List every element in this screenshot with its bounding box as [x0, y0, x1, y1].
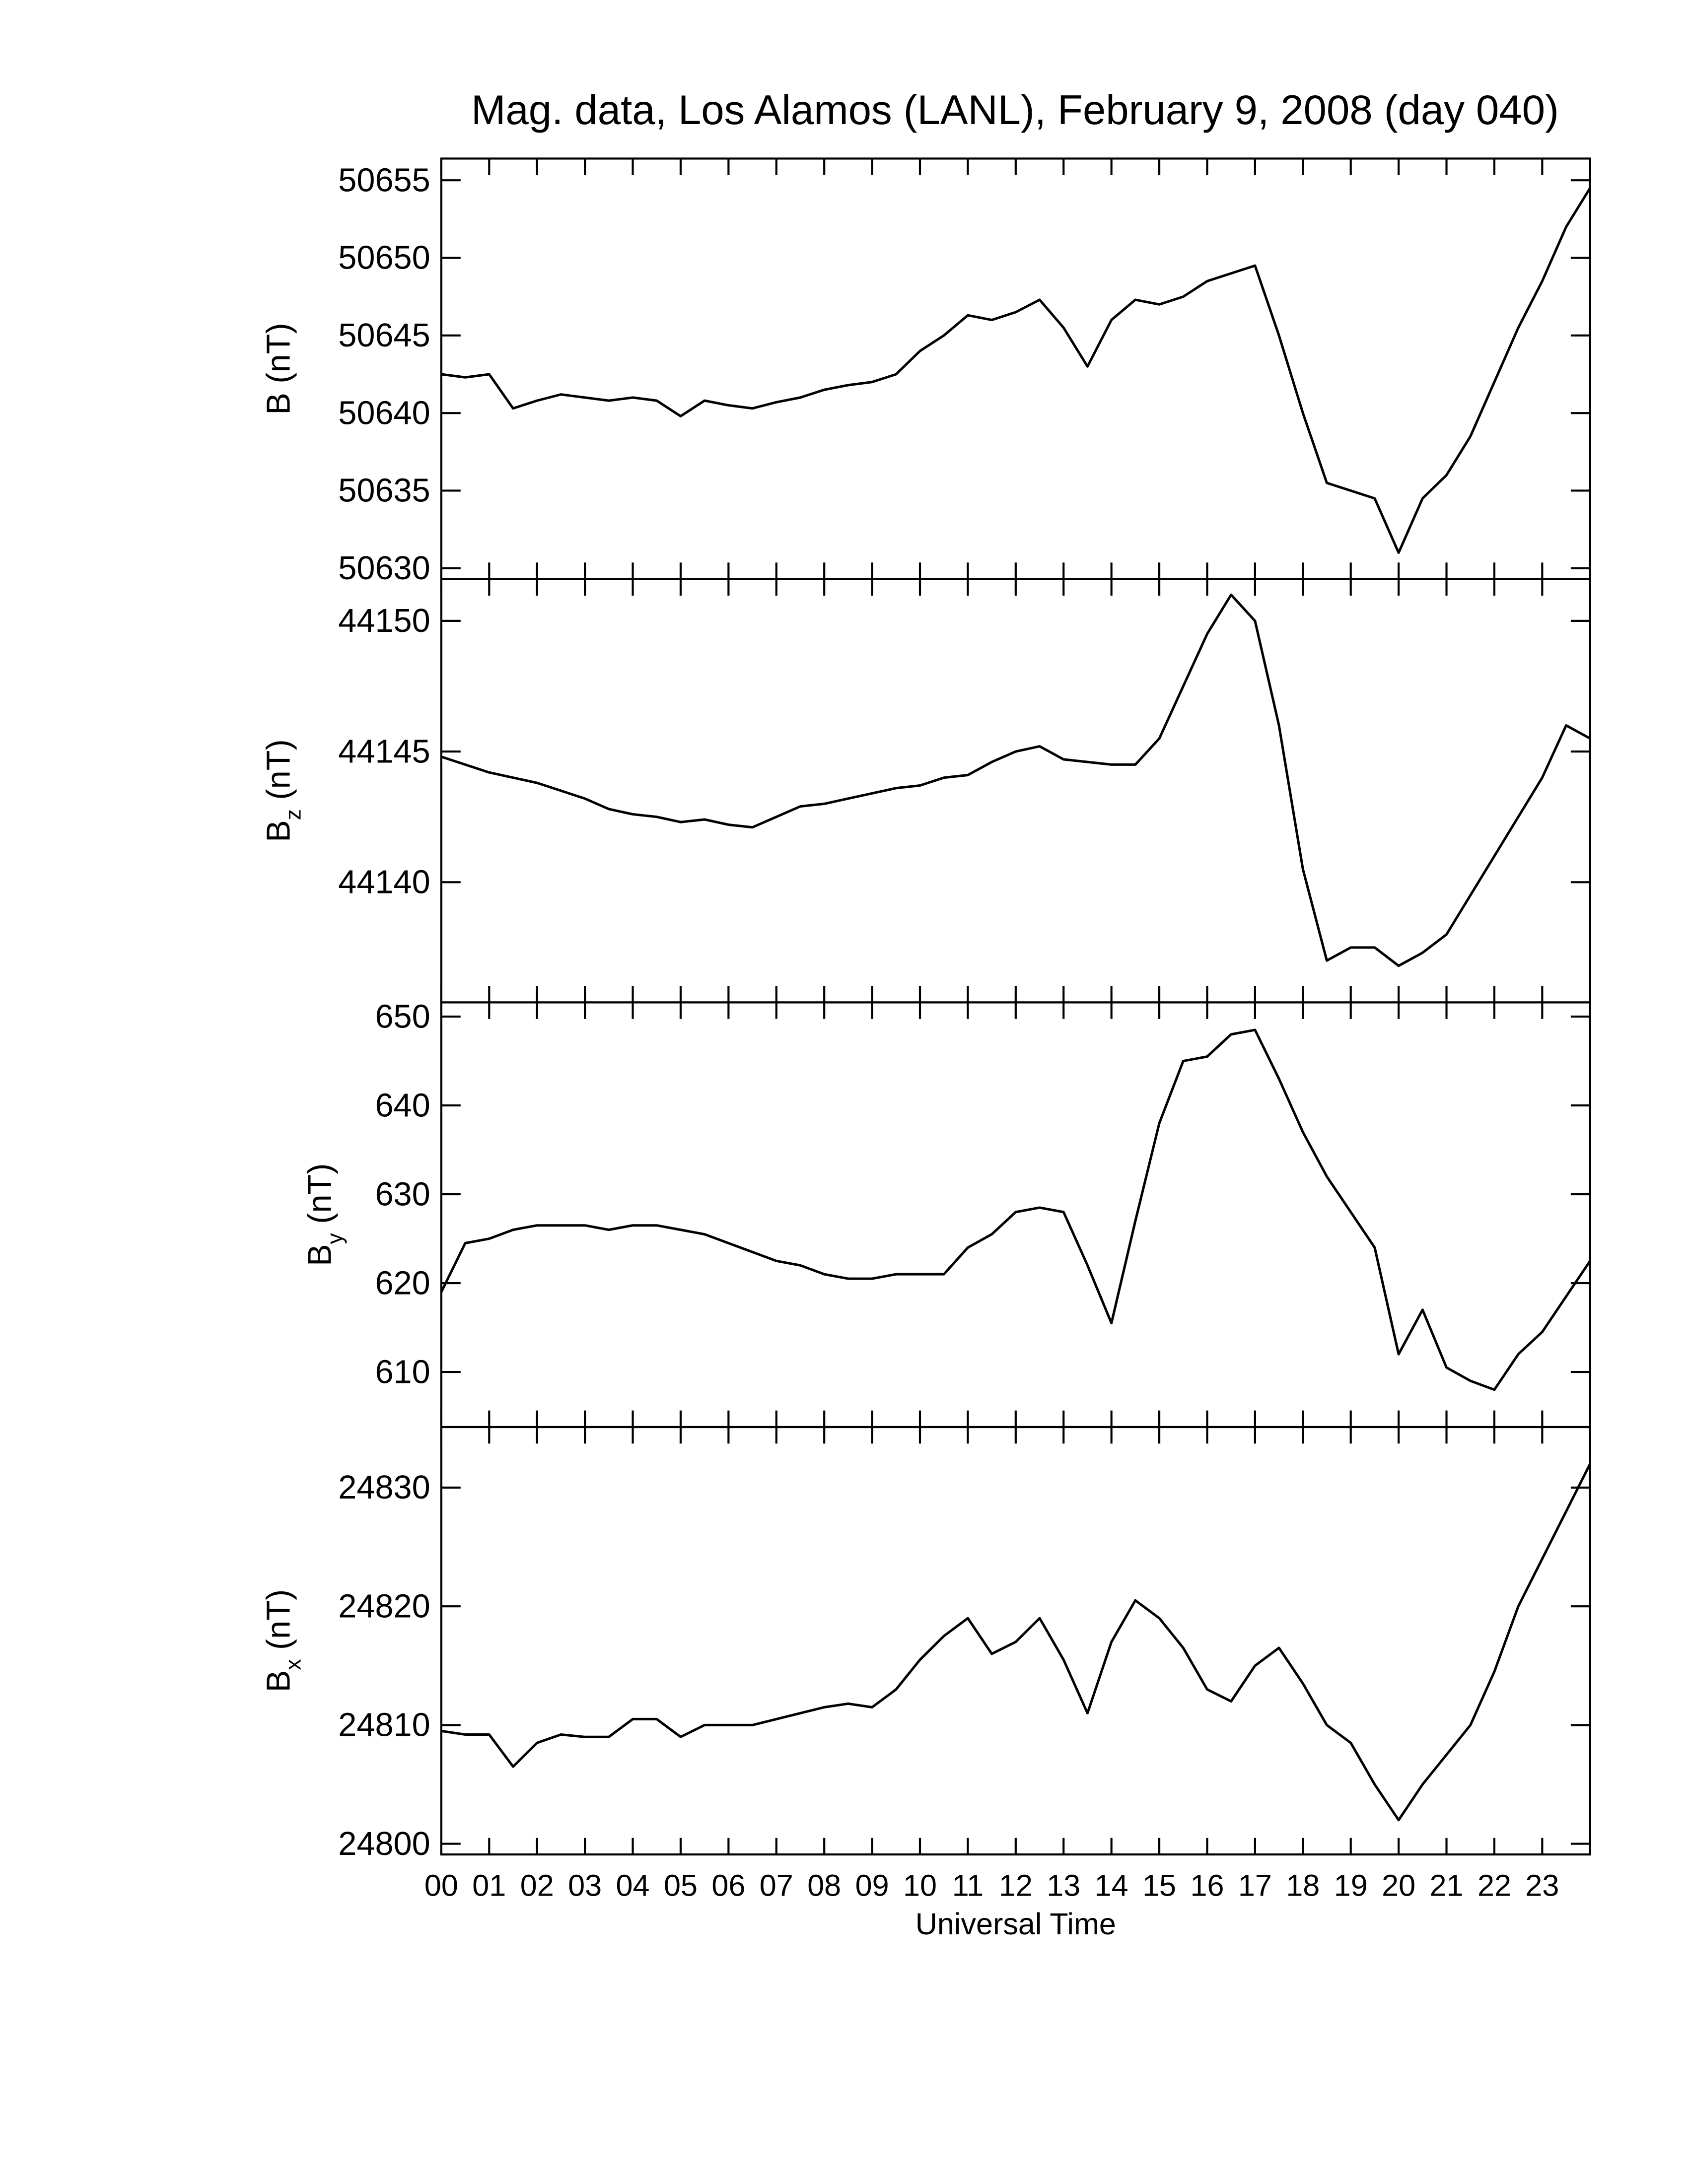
y-label-main: B — [260, 393, 297, 414]
y-label-unit: (nT) — [260, 1589, 297, 1650]
data-line — [441, 187, 1591, 554]
y-label-space — [260, 384, 297, 393]
x-tick-label: 12 — [999, 1868, 1033, 1902]
y-tick-label: 24820 — [338, 1588, 430, 1625]
y-tick-label: 44145 — [338, 733, 430, 770]
y-axis-label: By (nT) — [302, 1163, 347, 1266]
x-tick-label: 21 — [1430, 1868, 1464, 1902]
x-tick-label: 15 — [1142, 1868, 1176, 1902]
y-label-unit: (nT) — [260, 323, 297, 383]
y-label-main: B — [260, 1670, 297, 1692]
x-tick-label: 23 — [1525, 1868, 1559, 1902]
y-tick-label: 50645 — [338, 317, 430, 354]
x-tick-label: 01 — [472, 1868, 506, 1902]
y-tick-label: 50635 — [338, 473, 430, 509]
x-tick-label: 07 — [760, 1868, 793, 1902]
x-tick-label: 02 — [520, 1868, 554, 1902]
y-tick-label: 50650 — [338, 240, 430, 276]
x-tick-label: 16 — [1190, 1868, 1224, 1902]
data-line — [441, 593, 1591, 967]
x-tick-label: 13 — [1047, 1868, 1080, 1902]
y-label-sub: x — [281, 1659, 306, 1670]
y-label-space — [260, 800, 297, 810]
y-tick-label: 640 — [375, 1087, 430, 1124]
x-tick-label: 09 — [855, 1868, 889, 1902]
y-label-space — [260, 1650, 297, 1659]
y-tick-label: 50630 — [338, 550, 430, 587]
x-tick-label: 19 — [1334, 1868, 1368, 1902]
x-tick-label: 05 — [664, 1868, 698, 1902]
x-axis-label: Universal Time — [915, 1907, 1116, 1941]
x-tick-label: 03 — [568, 1868, 602, 1902]
y-label-main: B — [260, 820, 297, 842]
x-tick-label: 18 — [1286, 1868, 1320, 1902]
y-label-sub: y — [323, 1232, 347, 1244]
y-tick-label: 630 — [375, 1176, 430, 1213]
y-tick-label: 44150 — [338, 603, 430, 639]
y-label-main: B — [302, 1244, 339, 1266]
x-tick-label: 08 — [807, 1868, 841, 1902]
y-tick-label: 24830 — [338, 1469, 430, 1506]
y-tick-label: 610 — [375, 1354, 430, 1390]
y-label-space — [302, 1224, 339, 1233]
data-line — [440, 1028, 1591, 1391]
chart-title: Mag. data, Los Alamos (LANL), February 9… — [471, 87, 1559, 133]
y-tick-label: 24800 — [338, 1826, 430, 1862]
x-tick-label: 00 — [424, 1868, 458, 1902]
x-tick-label: 06 — [711, 1868, 745, 1902]
y-tick-label: 620 — [375, 1265, 430, 1301]
y-label-unit: (nT) — [302, 1163, 339, 1224]
x-tick-label: 10 — [903, 1868, 937, 1902]
y-axis-label: B (nT) — [260, 323, 297, 414]
y-axis-label: Bz (nT) — [260, 739, 305, 842]
data-line — [441, 1463, 1592, 1822]
y-tick-label: 50655 — [338, 162, 430, 199]
x-tick-label: 22 — [1477, 1868, 1511, 1902]
x-tick-label: 20 — [1382, 1868, 1415, 1902]
y-tick-label: 50640 — [338, 395, 430, 431]
y-label-unit: (nT) — [260, 739, 297, 800]
x-tick-label: 14 — [1095, 1868, 1128, 1902]
x-tick-label: 11 — [952, 1868, 984, 1902]
y-tick-label: 44140 — [338, 864, 430, 901]
x-tick-label: 04 — [616, 1868, 650, 1902]
y-axis-label: Bx (nT) — [260, 1589, 305, 1692]
y-tick-label: 650 — [375, 998, 430, 1035]
x-tick-label: 17 — [1238, 1868, 1272, 1902]
y-label-sub: z — [281, 809, 306, 820]
y-tick-label: 24810 — [338, 1707, 430, 1744]
